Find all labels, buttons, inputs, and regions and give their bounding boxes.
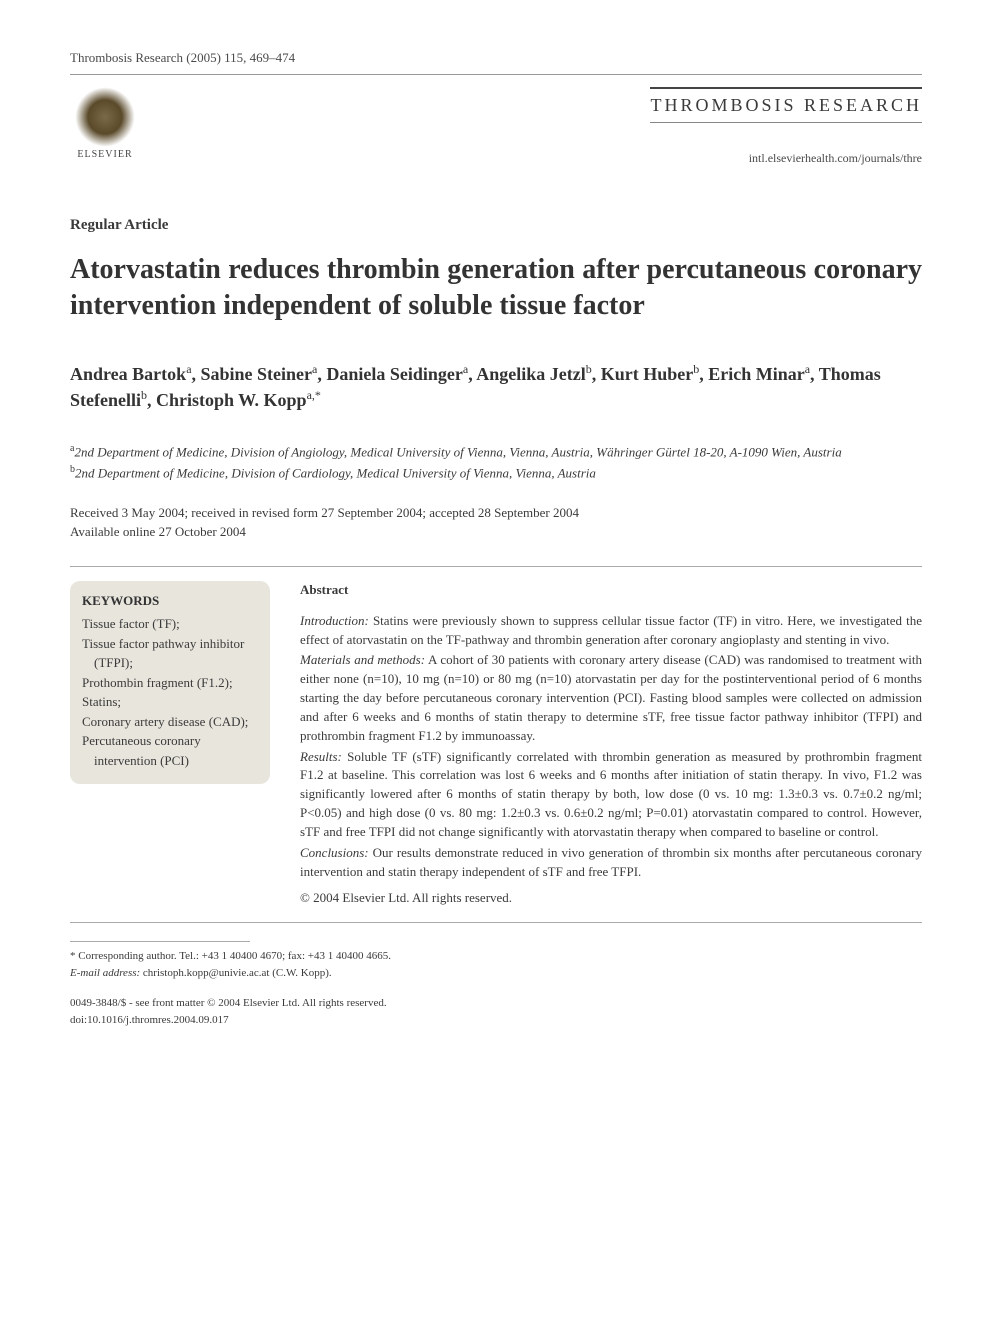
corresponding-contact: Tel.: +43 1 40400 4670; fax: +43 1 40400…	[179, 950, 391, 962]
journal-title: THROMBOSIS RESEARCH	[650, 87, 922, 123]
journal-reference: Thrombosis Research (2005) 115, 469–474	[70, 50, 295, 66]
elsevier-tree-icon	[75, 87, 135, 147]
abstract-conclusions-text: Our results demonstrate reduced in vivo …	[300, 845, 922, 879]
keyword-item: Tissue factor pathway inhibitor (TFPI);	[82, 634, 258, 673]
keyword-item: Prothombin fragment (F1.2);	[82, 673, 258, 693]
email-label: E-mail address:	[70, 967, 140, 979]
affiliation-a: 2nd Department of Medicine, Division of …	[74, 444, 841, 459]
received-date: Received 3 May 2004; received in revised…	[70, 503, 922, 523]
corresponding-label: * Corresponding author.	[70, 950, 179, 962]
abstract-results-label: Results:	[300, 749, 342, 764]
publisher-name: ELSEVIER	[77, 149, 132, 160]
keyword-item: Statins;	[82, 692, 258, 712]
abstract-heading: Abstract	[300, 581, 922, 600]
abstract-intro-label: Introduction:	[300, 613, 369, 628]
doi-block: 0049-3848/$ - see front matter © 2004 El…	[70, 995, 922, 1028]
author-list: Andrea Bartoka, Sabine Steinera, Daniela…	[70, 361, 922, 413]
keyword-item: Tissue factor (TF);	[82, 614, 258, 634]
abstract-conclusions-label: Conclusions:	[300, 845, 369, 860]
journal-url[interactable]: intl.elsevierhealth.com/journals/thre	[650, 151, 922, 166]
publisher-logo: ELSEVIER	[70, 87, 140, 167]
issn-line: 0049-3848/$ - see front matter © 2004 El…	[70, 995, 922, 1012]
footer-rule	[70, 941, 250, 942]
abstract-methods-label: Materials and methods:	[300, 652, 425, 667]
keyword-item: Coronary artery disease (CAD);	[82, 712, 258, 732]
affiliations: a2nd Department of Medicine, Division of…	[70, 441, 922, 483]
abstract-copyright: © 2004 Elsevier Ltd. All rights reserved…	[300, 889, 922, 908]
article-type: Regular Article	[70, 217, 922, 234]
corresponding-email[interactable]: christoph.kopp@univie.ac.at (C.W. Kopp).	[140, 967, 332, 979]
keywords-box: KEYWORDS Tissue factor (TF);Tissue facto…	[70, 581, 270, 785]
online-date: Available online 27 October 2004	[70, 522, 922, 542]
corresponding-author: * Corresponding author. Tel.: +43 1 4040…	[70, 948, 922, 981]
article-dates: Received 3 May 2004; received in revised…	[70, 503, 922, 542]
keyword-item: Percutaneous coronary intervention (PCI)	[82, 731, 258, 770]
article-title: Atorvastatin reduces thrombin generation…	[70, 252, 922, 325]
affiliation-b: 2nd Department of Medicine, Division of …	[75, 465, 596, 480]
abstract-results-text: Soluble TF (sTF) significantly correlate…	[300, 749, 922, 839]
keywords-heading: KEYWORDS	[82, 591, 258, 611]
header-rule	[70, 74, 922, 75]
abstract-intro-text: Statins were previously shown to suppres…	[300, 613, 922, 647]
doi: doi:10.1016/j.thromres.2004.09.017	[70, 1012, 922, 1029]
abstract-box: Abstract Introduction: Statins were prev…	[300, 581, 922, 909]
